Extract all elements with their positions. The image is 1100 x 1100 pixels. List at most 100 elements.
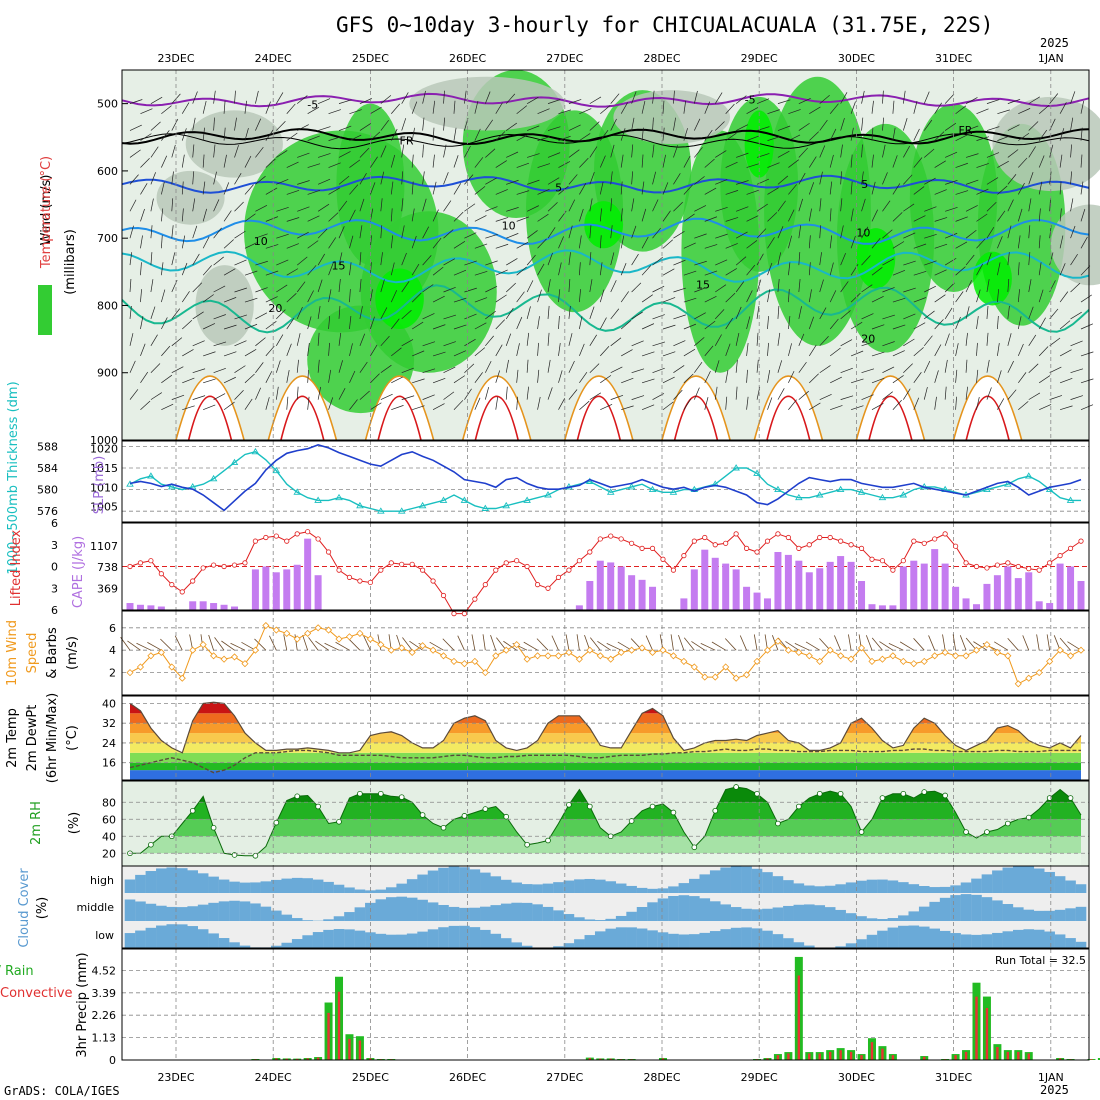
wind-barb [422,90,426,104]
wind-speed-marker [377,641,385,649]
cloud-bar [229,900,240,921]
wind-barb [244,373,255,384]
rh-marker [733,784,739,790]
cloud-level-label: middle [76,901,114,914]
isotherm-30 [474,395,519,441]
wind-barb [976,136,989,141]
wind-barb [255,90,259,104]
isotherm-label: -5 [307,99,318,112]
cloud-bar [877,930,888,948]
wind-barb [610,144,615,158]
cape-bar [136,604,144,610]
wind-barb [694,147,703,158]
wind-barb [986,279,990,293]
wind-barb [850,181,853,195]
cloud-bar [291,939,303,948]
cloud-bar [417,931,428,948]
thickness-marker [460,496,469,503]
wind-barb [401,252,407,266]
surface-wind-barb [308,637,319,651]
wind-barb [526,125,540,131]
wind-barb [140,235,143,249]
cloud-bar [594,879,606,893]
wind-barb [506,122,518,131]
wind-barb [997,160,1009,168]
wind-barb [129,174,139,185]
wind-barb [286,293,297,303]
wind-barb [234,259,247,266]
wind-barb [568,199,576,212]
wind-barb [505,386,508,400]
cape-bar [210,603,218,610]
cloud-bar [730,907,742,921]
cloud-bar [1044,931,1055,948]
cloud-bar [406,897,418,921]
li-marker [660,556,666,562]
cape-bar [680,598,688,610]
li-marker [994,562,1000,568]
wind-barb [735,231,748,239]
wind-barb [767,136,780,141]
wind-barb [192,225,198,239]
rh-marker [461,813,468,819]
cloud-bar [521,902,533,921]
wind-barb [484,386,490,400]
wind-barb [505,333,512,346]
wind-barb [453,127,457,141]
wind-barb [140,343,146,357]
rh-marker [482,806,489,812]
wind-barb [610,337,622,347]
wind-speed-marker [920,657,928,665]
wind-speed-marker [1066,652,1075,660]
surface-wind-barb [214,637,225,651]
cloud-bar [845,943,857,948]
wind-barb [558,289,561,303]
wind-barb [934,102,942,114]
wind-barb [213,144,216,158]
wind-barb [788,399,797,410]
cape-bar [743,586,751,610]
wind-barb [244,155,252,168]
surface-wind-barb [324,642,340,651]
wind-barb [171,118,179,131]
wind-barb [547,279,551,293]
date-label-top: 27DEC [546,52,583,65]
surface-wind-barb [551,635,559,651]
wind-barb [589,121,600,131]
wind-speed-marker [356,629,364,637]
wind-barb [1018,132,1030,141]
cloud-bar [480,906,491,921]
temp-tick: 24 [102,737,116,750]
wind-barb [1038,181,1043,195]
wind-barb [338,99,352,104]
wind-frame [121,610,1090,696]
wind-barb [265,296,278,303]
cloud-bar [500,879,512,893]
wind-barb [600,404,613,411]
wind-barb [1038,235,1041,249]
cloud-bar [908,925,920,948]
cloud-bar [720,867,731,893]
surface-wind-barb [348,638,361,651]
wind-barb [1018,372,1027,384]
wind-barb [150,252,153,266]
wind-barb [422,394,435,400]
wind-barb [892,269,906,276]
surface-wind-barb [536,638,549,651]
wind-barb [380,171,385,185]
surface-wind-barb [429,641,444,651]
wind-barb [955,396,957,410]
thickness-marker [397,507,406,514]
li-marker [148,558,154,564]
wind-barb [432,237,442,249]
surface-wind-barb [785,641,800,651]
wind-barb [882,258,895,266]
wind-barb [370,344,378,357]
wind-barb [537,213,549,222]
cloud-bar [365,890,376,893]
surface-wind-barb [959,635,967,651]
wind-barb [903,145,910,158]
wind-barb [432,324,446,330]
wind-barb [829,154,834,168]
wind-barb [317,98,331,104]
